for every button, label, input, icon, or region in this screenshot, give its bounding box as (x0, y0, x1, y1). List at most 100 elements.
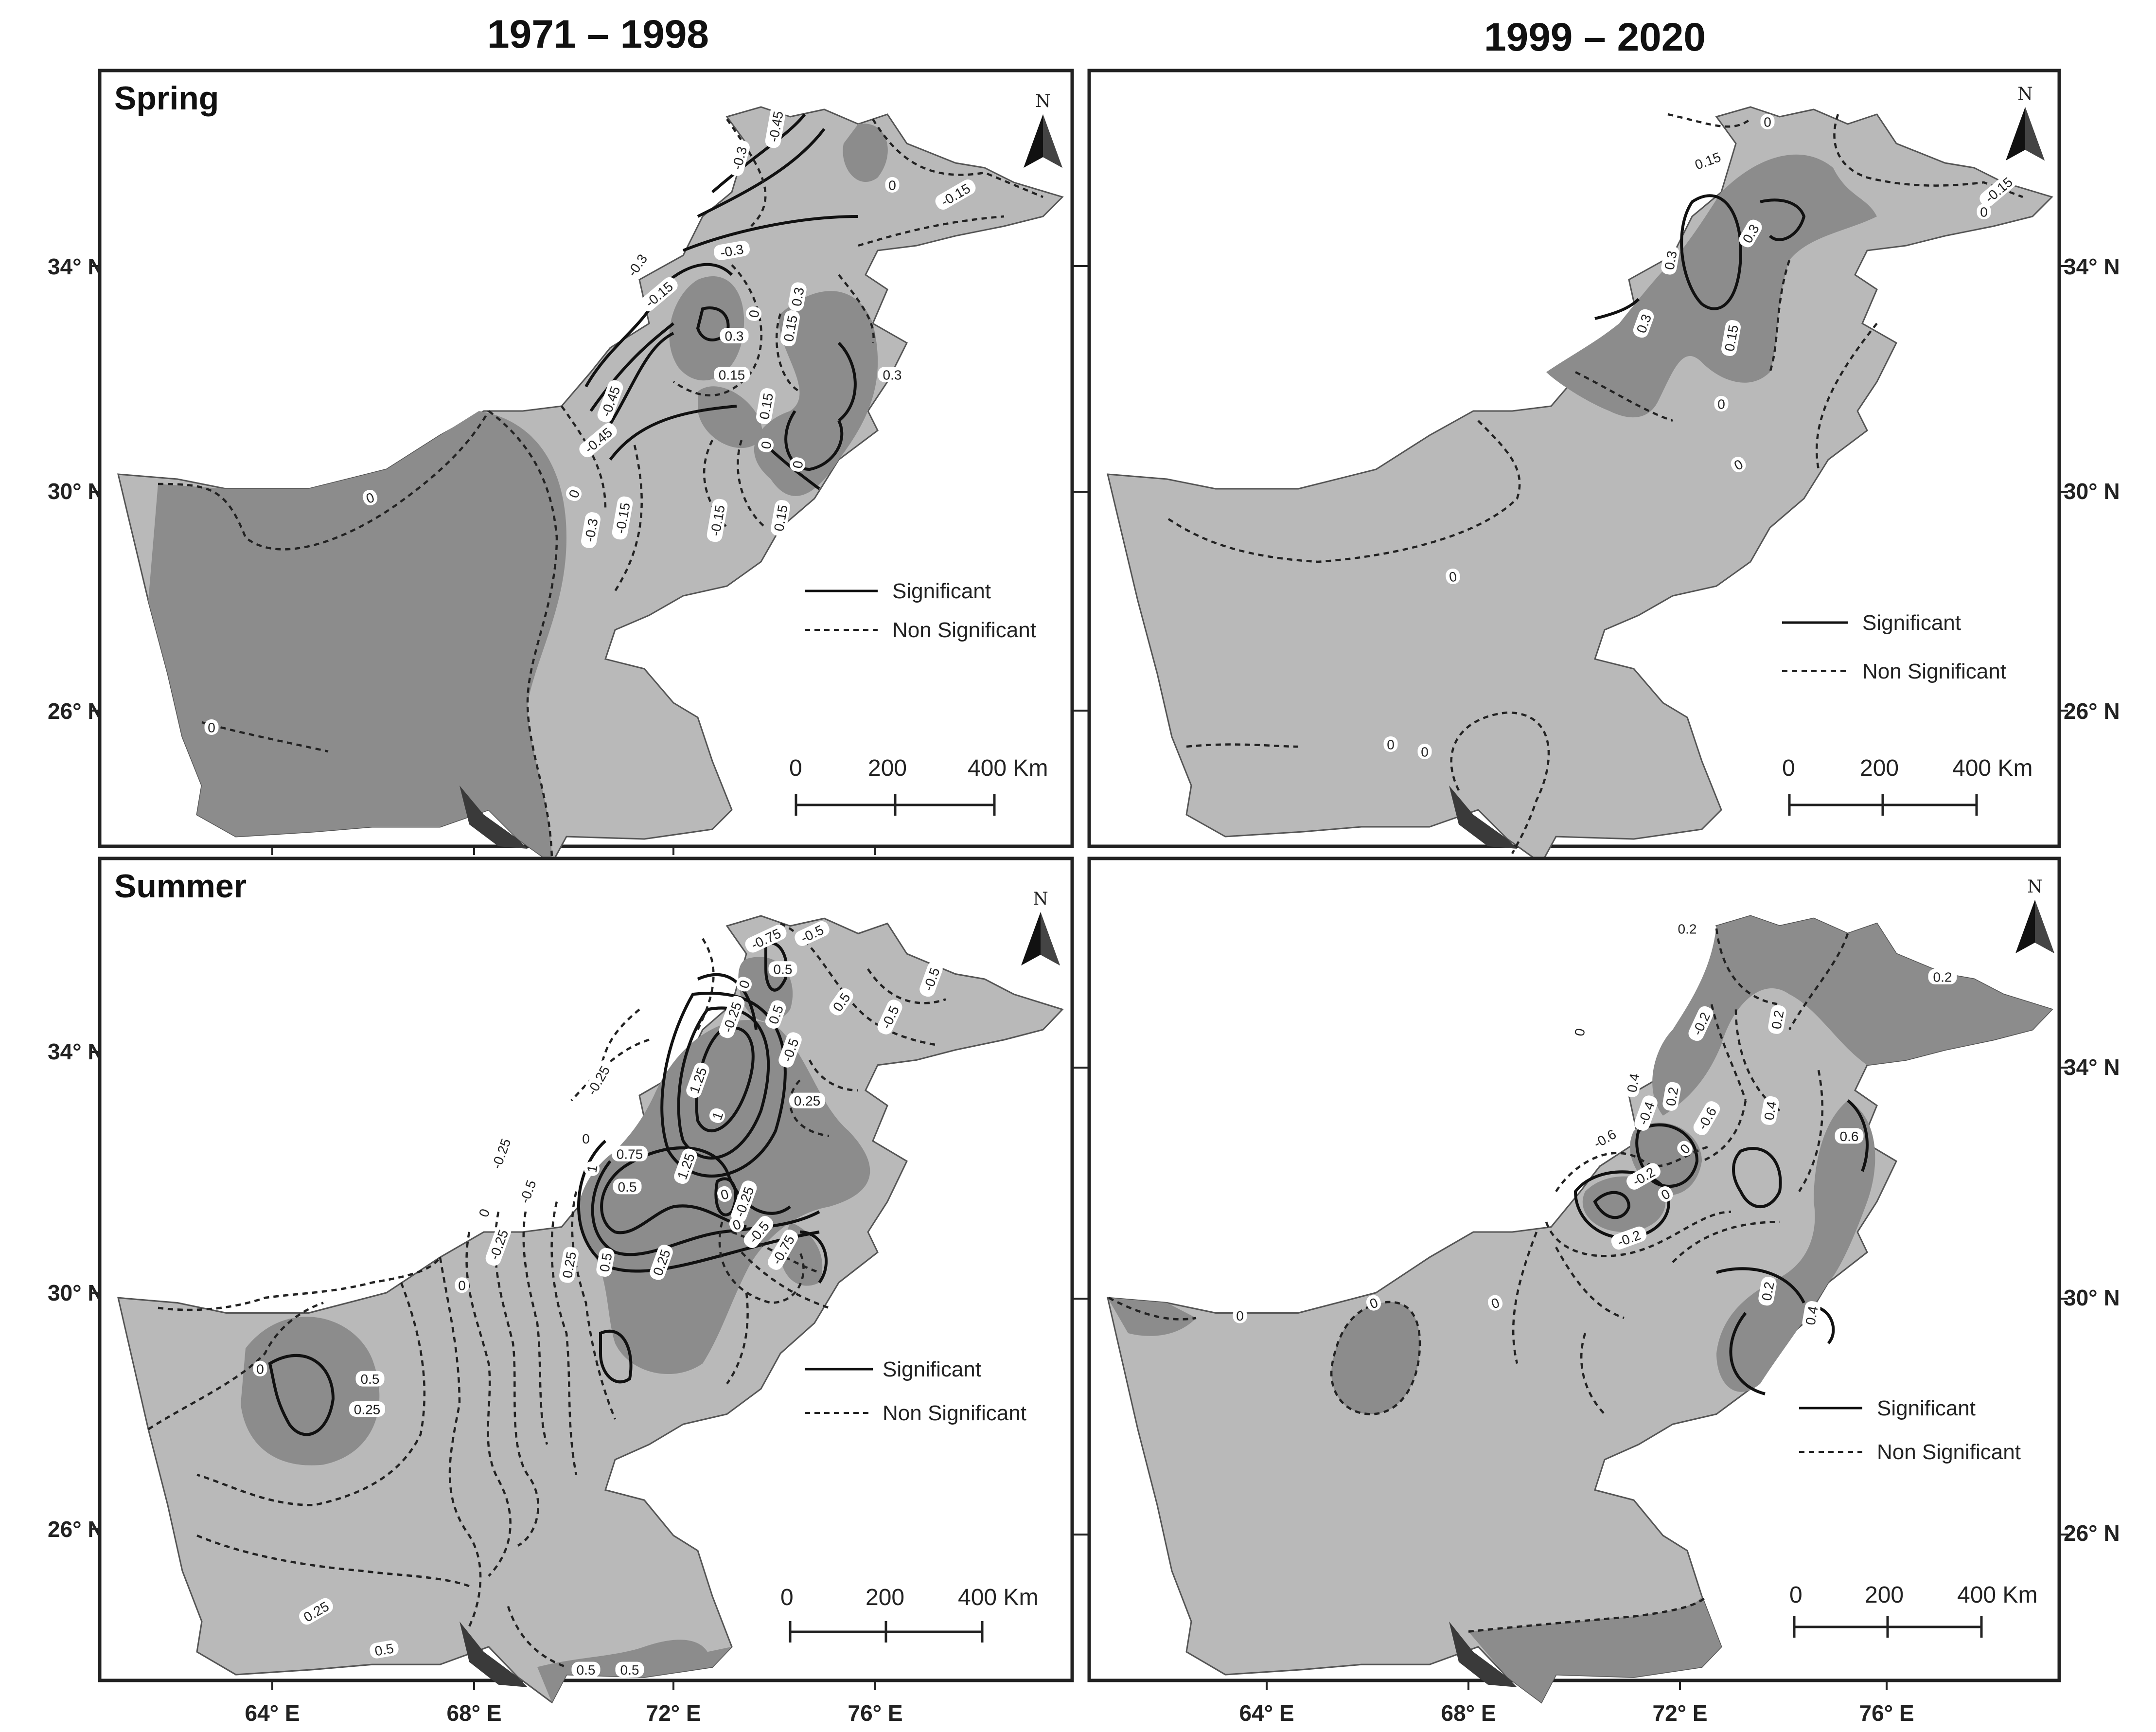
contour-label-background (566, 486, 582, 501)
contour-label: 0.4 (1624, 1068, 1643, 1097)
contour-label-background (613, 1178, 642, 1195)
contour-label-background (756, 388, 776, 424)
contour-label-background (455, 1277, 469, 1293)
contour-label-background (795, 921, 830, 946)
scale-label-0: 0 (789, 755, 802, 781)
map-panel-spring-1971-1998: Spring (91, 69, 1081, 864)
longitude-axis-bottom: 64° E 68° E 72° E 76° E 64° E 68° E 72° … (245, 1700, 1914, 1726)
contour-label-background (571, 1661, 601, 1678)
contour-label-text: 0 (1236, 1308, 1244, 1323)
contour-label-background (686, 1062, 709, 1098)
contour-label: 0.5 (571, 1661, 601, 1678)
lon-label-68: 68° E (1441, 1700, 1496, 1726)
contour-label-background (488, 1132, 514, 1175)
contour-label-background (1626, 1163, 1661, 1190)
contour-label-text: 0.2 (1663, 1086, 1681, 1107)
contour-label-background (714, 367, 750, 382)
scale-label-0: 0 (1782, 755, 1795, 781)
contour-label: 0 (745, 306, 762, 321)
svg-text:N: N (2017, 84, 2033, 104)
latitude-axis-left: 34° N 30° N 26° N 34° N 30° N 26° N (48, 254, 104, 1542)
lon-label-72: 72° E (646, 1700, 701, 1726)
contour-label: 0 (717, 1186, 732, 1203)
contour-label-background (743, 1216, 774, 1248)
contour-label-background (253, 1360, 267, 1376)
contour-label-background (1835, 1128, 1864, 1144)
contour-label-background (1233, 1307, 1247, 1323)
contour-label: 0.25 (789, 1092, 825, 1108)
contour-label-background (362, 489, 378, 506)
contour-label-background (919, 961, 943, 997)
contour-label-text: 0 (1421, 745, 1429, 760)
contour-label-background (758, 438, 774, 452)
high-zones (1108, 916, 2052, 1703)
contour-label: 0.5 (615, 1661, 644, 1678)
contour-label-text: 0 (458, 1278, 466, 1293)
contour-label-background (597, 380, 623, 423)
contour-label-text: 0.75 (617, 1146, 643, 1161)
contour-label: 0 (1977, 204, 1991, 220)
lon-label-76: 76° E (848, 1700, 902, 1726)
scale-bar: 0 200 400 Km (1782, 755, 2032, 816)
contour-label-background (1633, 309, 1654, 338)
north-arrow-icon: N (1021, 889, 1060, 965)
contour-label-text: 0.5 (373, 1641, 395, 1659)
contour-label-text: 0 (1717, 397, 1725, 412)
contour-label-background (1688, 1006, 1714, 1041)
legend-non-significant-label: Non Significant (1862, 660, 2006, 683)
legend-significant-label: Significant (883, 1357, 981, 1381)
contour-label: 0.2 (1928, 968, 1957, 984)
contour-label-background (1977, 204, 1991, 219)
contour-lines (1166, 113, 2023, 855)
legend-significant-label: Significant (1877, 1396, 1976, 1420)
contour-label-background (1571, 1025, 1588, 1040)
tick-marks (1080, 265, 2068, 712)
svg-text:N: N (2027, 877, 2043, 897)
contour-label-background (768, 1229, 798, 1270)
contour-label: 0 (885, 177, 900, 193)
tick-marks (91, 1051, 1081, 1690)
contour-label-text: 0 (790, 460, 806, 470)
high-zones (1546, 154, 1877, 418)
scale-label-200: 200 (868, 755, 907, 781)
contour-label: 0 (1366, 1295, 1381, 1312)
contour-label-background (829, 988, 853, 1016)
scale-bar: 0 200 400 Km (780, 1585, 1038, 1643)
contour-label-text: 0 (746, 309, 762, 319)
season-label-spring: Spring (114, 80, 219, 117)
contour-labels: -0.75 -0.50.500.5-0.5-0.25 0.5-0.25 1.25-0.… (253, 921, 943, 1678)
contour-label-background (707, 499, 728, 542)
north-arrow-icon: N (2015, 877, 2054, 953)
contour-label-background (736, 977, 752, 992)
contour-label: 0.2 (1758, 1277, 1777, 1306)
contour-label-background (640, 277, 678, 312)
contour-label-text: 0.25 (794, 1093, 821, 1108)
contour-label-background (1758, 1277, 1777, 1306)
contour-label: 0.5 (613, 1178, 642, 1195)
contour-label: 0.5 (768, 961, 797, 977)
contour-label: 1 (709, 1108, 726, 1123)
contour-label-background (355, 1371, 385, 1387)
lat-label-26: 26° N (2064, 1520, 2120, 1546)
contour-label-background (612, 496, 633, 540)
contour-label: 0.2 (1768, 1005, 1787, 1034)
contour-label: 0 (1487, 1295, 1503, 1312)
contour-label-background (485, 1223, 512, 1266)
lon-label-76: 76° E (1859, 1700, 1914, 1726)
lat-label-34: 34° N (2064, 254, 2120, 279)
scale-label-400: 400 Km (1952, 755, 2032, 781)
contour-label-background (516, 1174, 539, 1210)
contour-label: 0 (758, 438, 775, 452)
legend-significant-label: Significant (892, 579, 991, 603)
svg-text:N: N (1033, 889, 1048, 909)
contour-label: 0 (1658, 1186, 1673, 1203)
contour-lines (1108, 928, 1869, 1633)
contour-label-background (1714, 396, 1729, 411)
contour-label-background (1760, 114, 1775, 129)
contour-label-background (349, 1401, 385, 1417)
column-title-1999-2020: 1999 – 2020 (1484, 15, 1706, 59)
contour-label-text: 1 (584, 1164, 600, 1174)
lat-label-26: 26° N (2064, 698, 2120, 724)
tick-marks (91, 265, 1081, 855)
contour-label: 0 (1417, 744, 1432, 760)
